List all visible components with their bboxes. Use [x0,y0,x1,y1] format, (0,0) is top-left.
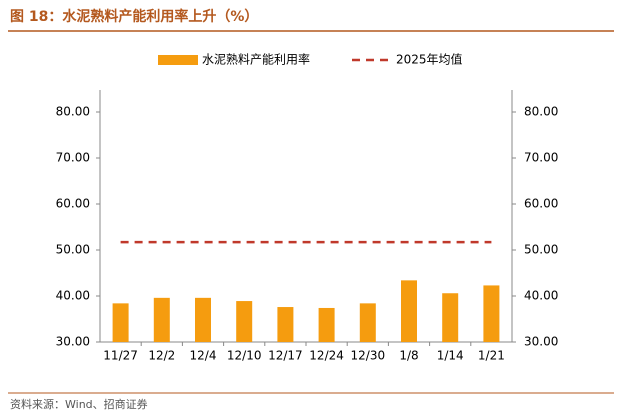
y2-tick-label: 50.00 [524,243,558,257]
bar [153,297,170,342]
source: 资料来源：Wind、招商证券 [10,397,148,411]
x-tick-label: 11/27 [103,349,138,363]
y-tick-label: 30.00 [56,335,90,349]
y-tick-label: 40.00 [56,289,90,303]
x-tick-label: 1/14 [437,349,464,363]
bar [277,307,294,342]
bar [359,303,376,342]
x-tick-label: 12/10 [227,349,262,363]
y2-tick-label: 80.00 [524,105,558,119]
x-tick-label: 12/17 [268,349,303,363]
y2-tick-label: 70.00 [524,151,558,165]
bar [236,301,253,342]
y-tick-label: 60.00 [56,197,90,211]
bar [195,297,211,342]
y-tick-label: 70.00 [56,151,90,165]
x-tick-label: 12/24 [309,349,344,363]
y-tick-label: 50.00 [56,243,90,257]
bar [401,280,417,342]
legend-label: 2025年均值 [396,52,463,67]
legend-label: 水泥熟料产能利用率 [202,52,310,67]
y2-tick-label: 30.00 [524,335,558,349]
x-tick-label: 12/2 [148,349,175,363]
bar [442,293,459,342]
bar [318,307,335,342]
bar [112,303,129,342]
bar [483,285,500,342]
x-tick-label: 12/30 [351,349,386,363]
y-tick-label: 80.00 [56,105,90,119]
y2-tick-label: 60.00 [524,197,558,211]
x-tick-label: 12/4 [190,349,217,363]
y2-tick-label: 40.00 [524,289,558,303]
legend-swatch [158,55,198,65]
chart-title: 图 18：水泥熟料产能利用率上升（%） [10,8,258,25]
x-tick-label: 1/21 [478,349,505,363]
x-tick-label: 1/8 [399,349,418,363]
